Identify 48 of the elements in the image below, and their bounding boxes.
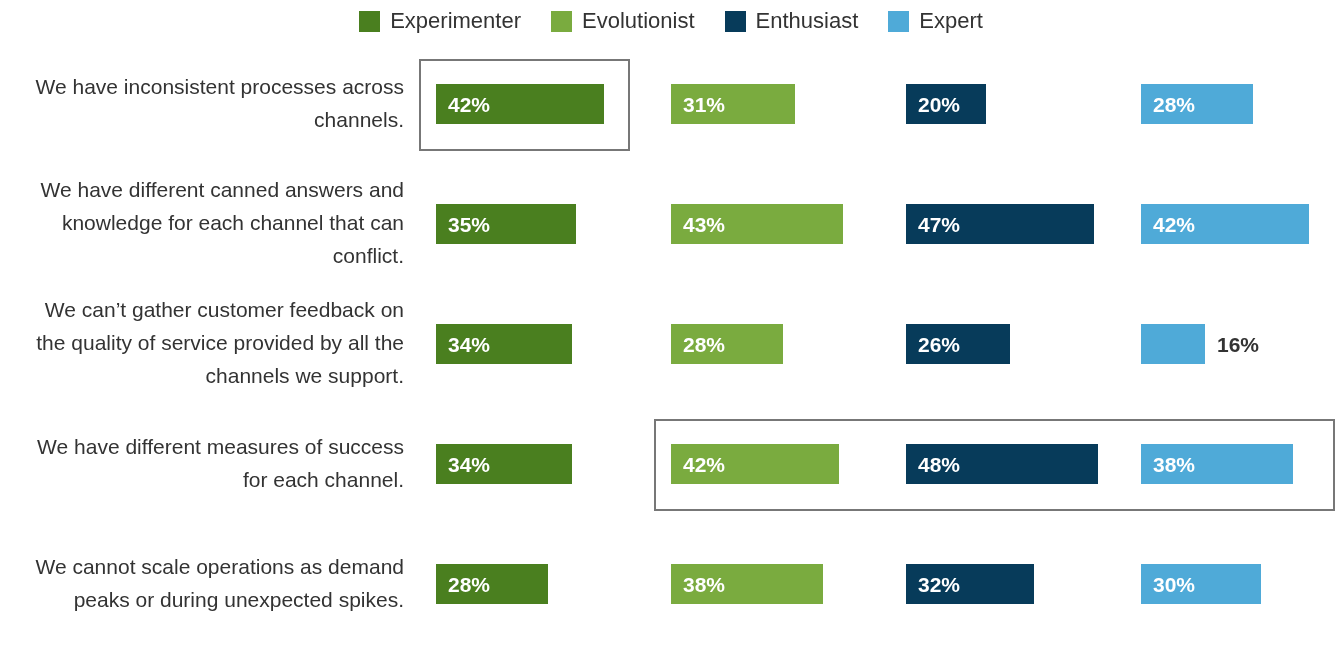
y-tick-label: We cannot scale operations as demand peaks or during unexpected spikes. [35, 554, 404, 611]
bar [436, 84, 604, 124]
bar [671, 324, 783, 364]
data-label: 42% [683, 452, 726, 476]
bar [436, 564, 548, 604]
data-label: 47% [918, 212, 961, 236]
data-label: 42% [1153, 212, 1196, 236]
bar [906, 324, 1010, 364]
data-label: 30% [1153, 572, 1196, 596]
data-label: 42% [448, 92, 491, 116]
data-label: 34% [448, 332, 491, 356]
data-label: 31% [683, 92, 726, 116]
legend-label: Enthusiast [755, 8, 859, 34]
data-label: 32% [918, 572, 961, 596]
bar [906, 444, 1098, 484]
bar [1141, 444, 1293, 484]
y-tick-label: We have different canned answers and knowledge for each channel that can conflict. [40, 177, 404, 267]
bar [906, 204, 1094, 244]
y-tick-label: We have different measures of success for each channel. [37, 434, 404, 491]
bar [436, 444, 572, 484]
data-label: 28% [448, 572, 491, 596]
data-label: 48% [918, 452, 961, 476]
legend-label: Experimenter [390, 8, 521, 34]
data-label: 28% [1153, 92, 1196, 116]
legend-label: Expert [919, 8, 983, 34]
data-label: 38% [1153, 452, 1196, 476]
data-label: 43% [683, 212, 726, 236]
data-label: 26% [918, 332, 961, 356]
bar [671, 564, 823, 604]
y-tick-label: We can’t gather customer feedback on the quality of service provided by all the channels we support. [36, 297, 404, 387]
data-label: 35% [448, 212, 491, 236]
data-label: 16% [1217, 332, 1260, 356]
bar [1141, 324, 1205, 364]
data-label: 20% [918, 92, 961, 116]
y-tick-label: We have inconsistent processes across channels. [35, 74, 404, 131]
bar [436, 324, 572, 364]
bar [1141, 564, 1261, 604]
data-label: 38% [683, 572, 726, 596]
bar [906, 564, 1034, 604]
bar [671, 444, 839, 484]
bar [1141, 84, 1253, 124]
bar [671, 84, 795, 124]
data-label: 28% [683, 332, 726, 356]
bar [1141, 204, 1309, 244]
legend-label: Evolutionist [582, 8, 695, 34]
bar [671, 204, 843, 244]
data-label: 34% [448, 452, 491, 476]
bar [436, 204, 576, 244]
